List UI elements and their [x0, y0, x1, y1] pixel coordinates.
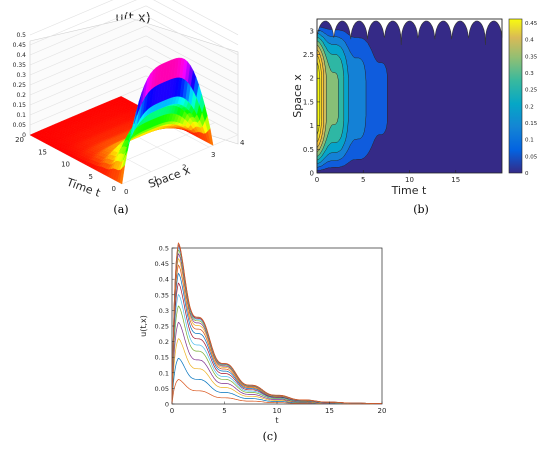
- colorbar-tick-label: 0.35: [525, 54, 538, 60]
- panel-b-contours: [316, 26, 388, 171]
- x-tick-label: 15: [451, 176, 460, 184]
- z-tick-label: 0.5: [16, 32, 26, 39]
- z-gridline: [29, 65, 239, 116]
- z-tick-label: 0.2: [16, 92, 26, 99]
- panel-c: 0 5 10 15 20 0 0.05 0.1 0.15 0.2 0.25 0.3 0.35 0.4 0.…: [139, 242, 387, 443]
- time-tick-label: 0: [112, 185, 116, 193]
- space-tick-label: 1: [153, 176, 157, 184]
- panel-a-time-ticks: 0 5 10 15 20: [15, 136, 116, 193]
- y-tick-label: 2.5: [303, 51, 314, 59]
- panel-a: u(t,x) 00.050.10.150.20.250.30.350.40.45…: [13, 0, 245, 216]
- colorbar-tick-label: 0.15: [525, 121, 538, 127]
- z-gridline: [29, 25, 239, 76]
- colorbar-tick-label: 0: [525, 171, 529, 177]
- y-tick-label: 0.5: [159, 245, 169, 253]
- panel-a-space-label: Space x: [147, 164, 193, 191]
- x-tick-label: 20: [378, 407, 387, 415]
- colorbar-tick-label: 0.45: [525, 21, 538, 27]
- panel-a-time-label: Time t: [64, 175, 103, 200]
- space-tick-label: 2: [182, 163, 186, 171]
- y-tick-label: 0: [165, 401, 169, 409]
- z-gridline: [29, 5, 239, 56]
- colorbar-tick-label: 0.2: [525, 104, 534, 110]
- z-gridline: [29, 0, 239, 36]
- x-tick-label: 5: [222, 407, 226, 415]
- x-tick-label: 10: [273, 407, 282, 415]
- space-tick-label: 4: [240, 139, 245, 147]
- space-tick-label: 3: [211, 151, 215, 159]
- z-tick-label: 0.35: [13, 62, 27, 69]
- space-tick-label: 0: [124, 188, 128, 196]
- z-gridline: [29, 45, 239, 96]
- z-gridline: [29, 35, 239, 86]
- panel-a-surface: [29, 57, 214, 185]
- time-tick-label: 15: [38, 148, 47, 156]
- panel-c-series: [171, 242, 382, 405]
- panel-b-caption: (b): [413, 203, 429, 216]
- panel-c-caption: (c): [263, 430, 278, 443]
- time-tick-label: 5: [89, 173, 93, 181]
- colorbar-tick-label: 0.1: [525, 138, 534, 144]
- z-tick-label: 0.4: [16, 52, 26, 59]
- z-tick-label: 0.3: [16, 72, 26, 79]
- colorbar-tick-label: 0.25: [525, 88, 538, 94]
- y-tick-label: 0.5: [303, 146, 314, 154]
- panel-a-caption: (a): [113, 203, 128, 216]
- series-line: [171, 242, 382, 405]
- panel-b-colorbar: [508, 18, 523, 174]
- x-tick-label: 0: [170, 407, 174, 415]
- colorbar-tick-label: 0.4: [525, 38, 534, 44]
- z-gridline: [29, 75, 239, 126]
- panel-b-y-ticks: 0 0.5 1 1.5 2 2.5 3: [303, 27, 320, 178]
- z-tick-label: 0.25: [13, 82, 27, 89]
- panel-a-space-ticks: 0 1 2 3 4: [124, 139, 245, 196]
- x-tick-label: 10: [405, 176, 414, 184]
- panel-b-x-ticks: 0 5 10 15: [315, 170, 460, 184]
- z-tick-label: 0.15: [13, 102, 27, 109]
- y-tick-label: 0.35: [155, 291, 169, 299]
- y-tick-label: 2: [310, 75, 314, 83]
- panel-b: 0 5 10 15 0 0.5 1 1.5 2 2.5 3 Time t Space x 0 0.0…: [291, 18, 538, 216]
- y-tick-label: 1: [310, 122, 314, 130]
- panel-c-x-ticks: 0 5 10 15 20: [170, 401, 387, 415]
- y-tick-label: 0.3: [159, 307, 169, 315]
- panel-c-y-ticks: 0 0.05 0.1 0.15 0.2 0.25 0.3 0.35 0.4 0.45 0.5: [155, 245, 175, 409]
- panel-c-x-label: t: [275, 416, 278, 425]
- y-tick-label: 0.1: [159, 369, 169, 377]
- z-gridline: [29, 55, 239, 106]
- time-tick-label: 10: [61, 161, 70, 169]
- panel-b-top-boundary: [316, 18, 503, 46]
- y-tick-label: 0.2: [159, 338, 169, 346]
- colorbar-tick-label: 0.3: [525, 71, 534, 77]
- surface-patch: [207, 128, 214, 146]
- panel-b-x-label: Time t: [391, 184, 427, 197]
- z-tick-label: 0.05: [13, 122, 27, 129]
- panel-a-z-ticks: 0 0.05 0.1 0.15 0.2 0.25 0.3 0.35 0.4 0.45 0.5: [13, 32, 27, 139]
- x-tick-label: 5: [361, 176, 365, 184]
- z-tick-label: 0.45: [13, 42, 27, 49]
- contour-level: [316, 61, 321, 136]
- z-gridline: [29, 15, 239, 66]
- panel-c-y-label: u(t,x): [139, 315, 148, 337]
- y-tick-label: 0.05: [155, 385, 169, 393]
- panel-b-colorbar-ticks: 0 0.05 0.1 0.15 0.2 0.25 0.3 0.35 0.4 0.45: [525, 21, 538, 177]
- y-tick-label: 0: [310, 170, 314, 178]
- time-tick-label: 20: [15, 136, 24, 144]
- panel-c-plot-area: [171, 247, 383, 405]
- colorbar-tick-label: 0.05: [525, 154, 538, 160]
- y-tick-label: 1.5: [303, 98, 314, 106]
- y-tick-label: 0.25: [155, 323, 169, 331]
- y-tick-label: 3: [310, 27, 314, 35]
- x-tick-label: 15: [325, 407, 334, 415]
- z-tick-label: 0.1: [16, 112, 26, 119]
- z-gridline: [29, 0, 239, 46]
- panel-b-y-label: Space x: [291, 74, 304, 118]
- x-tick-label: 0: [315, 176, 319, 184]
- z-tick-label: 0: [22, 132, 26, 139]
- y-tick-label: 0.45: [155, 260, 169, 268]
- y-tick-label: 0.15: [155, 354, 169, 362]
- y-tick-label: 0.4: [159, 276, 169, 284]
